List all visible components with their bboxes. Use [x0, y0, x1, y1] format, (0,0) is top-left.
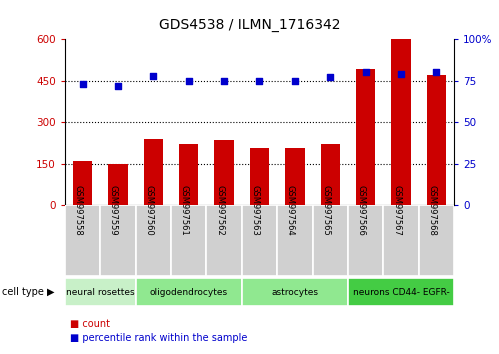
Bar	[65, 205, 100, 276]
Bar	[427, 75, 446, 205]
Bar	[136, 205, 171, 276]
Text: ■ count: ■ count	[70, 319, 110, 329]
Bar	[242, 278, 348, 306]
Text: GSM997563: GSM997563	[250, 185, 259, 236]
Bar	[277, 205, 312, 276]
Text: GSM997568: GSM997568	[428, 185, 437, 236]
Bar	[250, 148, 269, 205]
Text: cell type ▶: cell type ▶	[2, 287, 55, 297]
Bar	[207, 205, 242, 276]
Point	[326, 74, 334, 80]
Text: ■ percentile rank within the sample: ■ percentile rank within the sample	[70, 333, 247, 343]
Text: GSM997562: GSM997562	[215, 185, 224, 236]
Text: astrocytes: astrocytes	[271, 287, 318, 297]
Text: oligodendrocytes: oligodendrocytes	[150, 287, 228, 297]
Bar	[100, 205, 136, 276]
Point	[78, 81, 86, 87]
Text: GSM997561: GSM997561	[180, 185, 189, 236]
Text: GSM997558: GSM997558	[73, 185, 82, 236]
Point	[149, 73, 157, 78]
Bar	[242, 205, 277, 276]
Bar	[65, 278, 136, 306]
Bar	[285, 148, 304, 205]
Text: neurons CD44- EGFR-: neurons CD44- EGFR-	[353, 287, 450, 297]
Text: GDS4538 / ILMN_1716342: GDS4538 / ILMN_1716342	[159, 18, 340, 32]
Point	[220, 78, 228, 84]
Point	[362, 69, 370, 75]
Bar	[144, 139, 163, 205]
Text: neural rosettes: neural rosettes	[66, 287, 135, 297]
Bar	[136, 278, 242, 306]
Bar	[320, 144, 340, 205]
Point	[255, 78, 263, 84]
Point	[185, 78, 193, 84]
Bar	[179, 144, 199, 205]
Bar	[73, 161, 92, 205]
Text: GSM997560: GSM997560	[144, 185, 153, 236]
Text: GSM997567: GSM997567	[392, 185, 401, 236]
Point	[397, 71, 405, 77]
Bar	[215, 140, 234, 205]
Text: GSM997565: GSM997565	[321, 185, 330, 236]
Bar	[348, 205, 383, 276]
Text: GSM997564: GSM997564	[286, 185, 295, 236]
Point	[291, 78, 299, 84]
Point	[114, 83, 122, 88]
Bar	[356, 69, 375, 205]
Bar	[383, 205, 419, 276]
Text: GSM997559: GSM997559	[109, 185, 118, 236]
Bar	[171, 205, 207, 276]
Point	[433, 69, 441, 75]
Bar	[391, 39, 411, 205]
Bar	[419, 205, 454, 276]
Text: GSM997566: GSM997566	[357, 185, 366, 236]
Bar	[108, 164, 128, 205]
Bar	[348, 278, 454, 306]
Bar	[312, 205, 348, 276]
